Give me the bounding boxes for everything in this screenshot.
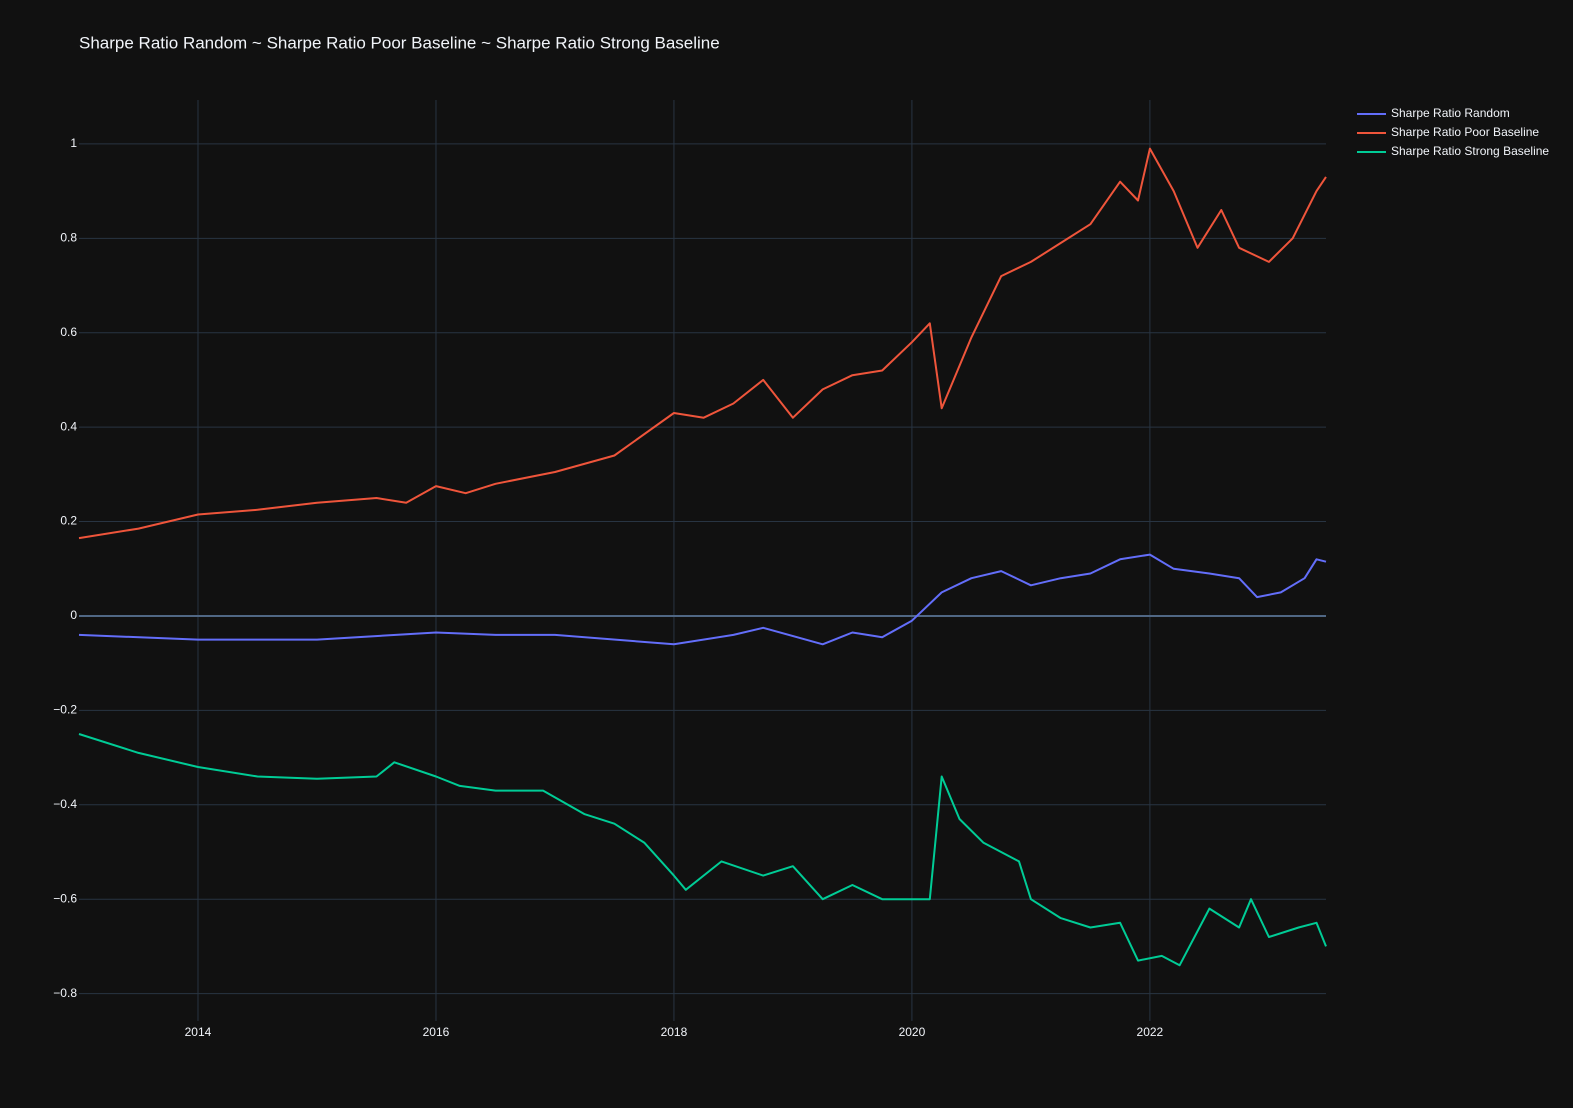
x-tick-label: 2022 — [1137, 1025, 1164, 1039]
y-tick-label: −0.2 — [53, 703, 77, 717]
y-tick-label: −0.6 — [53, 891, 77, 905]
y-tick-label: 0.6 — [60, 325, 77, 339]
legend-label: Sharpe Ratio Random — [1391, 106, 1510, 120]
series-line — [78, 553, 1327, 646]
y-tick-label: −0.4 — [53, 797, 77, 811]
series-line — [78, 733, 1327, 967]
x-tick-label: 2016 — [423, 1025, 450, 1039]
y-tick-label: −0.8 — [53, 986, 77, 1000]
chart-title: Sharpe Ratio Random ~ Sharpe Ratio Poor … — [79, 33, 720, 52]
x-tick-label: 2020 — [899, 1025, 926, 1039]
y-tick-label: 0.8 — [60, 230, 77, 244]
series-line — [78, 147, 1327, 540]
y-tick-label: 0.4 — [60, 419, 77, 433]
x-tick-label: 2018 — [661, 1025, 688, 1039]
y-tick-label: 0 — [70, 608, 77, 622]
legend-label: Sharpe Ratio Poor Baseline — [1391, 125, 1539, 139]
x-tick-label: 2014 — [185, 1025, 212, 1039]
y-tick-label: 0.2 — [60, 514, 77, 528]
legend-label: Sharpe Ratio Strong Baseline — [1391, 144, 1549, 158]
y-tick-label: 1 — [70, 136, 77, 150]
